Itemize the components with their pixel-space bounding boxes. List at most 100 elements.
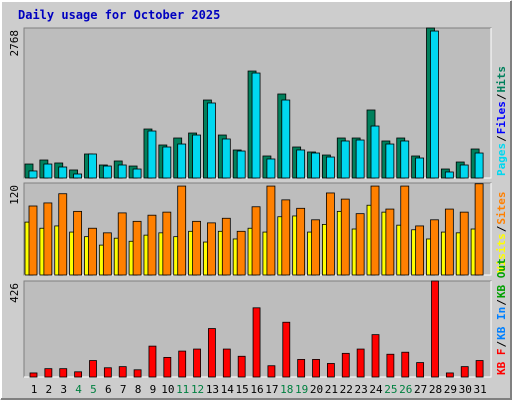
bar bbox=[297, 359, 306, 378]
bar bbox=[177, 185, 187, 276]
bar bbox=[162, 146, 172, 179]
legend-entry: Hits bbox=[495, 66, 508, 93]
bar bbox=[356, 348, 365, 378]
legend-separator: / bbox=[495, 225, 508, 232]
x-tick-label: 10 bbox=[161, 383, 174, 396]
bar bbox=[43, 163, 53, 179]
bar bbox=[281, 199, 291, 276]
x-tick-label: 3 bbox=[60, 383, 67, 396]
bar bbox=[400, 140, 410, 179]
legend-entry: Sites bbox=[495, 192, 508, 225]
x-tick-label: 28 bbox=[429, 383, 442, 396]
bar bbox=[267, 365, 276, 378]
bar bbox=[103, 367, 112, 378]
x-tick-label: 25 bbox=[384, 383, 397, 396]
legend-entry: Visits bbox=[495, 233, 508, 273]
bar bbox=[132, 220, 142, 276]
x-tick-label: 2 bbox=[46, 383, 53, 396]
x-tick-label: 8 bbox=[135, 383, 142, 396]
bar bbox=[59, 368, 68, 378]
bar bbox=[178, 350, 187, 378]
bar bbox=[371, 334, 380, 378]
x-tick-label: 6 bbox=[105, 383, 112, 396]
x-tick-label: 21 bbox=[325, 383, 338, 396]
bar bbox=[325, 156, 335, 179]
bar bbox=[118, 366, 127, 378]
bar bbox=[207, 222, 216, 276]
legend-entry: Files bbox=[495, 101, 508, 134]
bar bbox=[251, 72, 261, 179]
legend-separator: / bbox=[495, 135, 508, 142]
bar bbox=[192, 220, 201, 276]
bar bbox=[266, 158, 276, 179]
bar bbox=[74, 371, 83, 378]
bar bbox=[340, 198, 350, 276]
bar bbox=[355, 139, 365, 179]
bar bbox=[340, 140, 350, 179]
x-tick-label: 5 bbox=[90, 383, 97, 396]
bar bbox=[355, 213, 365, 276]
bar bbox=[325, 192, 335, 276]
bar bbox=[386, 353, 395, 378]
bar bbox=[147, 214, 157, 276]
x-tick-label: 22 bbox=[340, 383, 353, 396]
x-tick-label: 14 bbox=[221, 383, 235, 396]
x-tick-label: 23 bbox=[355, 383, 368, 396]
x-tick-label: 18 bbox=[280, 383, 293, 396]
bar bbox=[132, 168, 142, 179]
bar bbox=[43, 202, 53, 276]
bar bbox=[73, 173, 83, 179]
chart-title: Daily usage for October 2025 bbox=[18, 8, 220, 22]
bar bbox=[102, 232, 112, 276]
bar bbox=[282, 321, 291, 378]
bar bbox=[252, 307, 261, 378]
bar bbox=[237, 355, 246, 378]
bar bbox=[177, 143, 187, 179]
bar bbox=[460, 366, 469, 378]
bar bbox=[208, 328, 216, 378]
bar bbox=[415, 225, 425, 276]
bar bbox=[236, 230, 246, 276]
bar bbox=[236, 150, 246, 179]
bar bbox=[117, 212, 127, 276]
bar bbox=[444, 208, 454, 276]
bar bbox=[341, 352, 350, 378]
bar bbox=[431, 280, 439, 378]
bar bbox=[117, 164, 127, 179]
x-tick-label: 24 bbox=[369, 383, 383, 396]
bar bbox=[266, 185, 276, 276]
bar bbox=[193, 348, 201, 378]
bar bbox=[459, 164, 469, 179]
bar bbox=[444, 171, 454, 179]
legend-entry: Pages bbox=[495, 143, 508, 176]
bar bbox=[162, 211, 172, 276]
bar bbox=[416, 362, 425, 378]
bar bbox=[296, 149, 306, 179]
bar bbox=[415, 157, 425, 179]
bar bbox=[221, 138, 231, 179]
legend-entry: KB In bbox=[495, 307, 508, 340]
y-tick-label: 426 bbox=[8, 283, 21, 303]
bar bbox=[326, 363, 335, 378]
x-tick-label: 29 bbox=[444, 383, 457, 396]
bar bbox=[88, 227, 97, 276]
x-tick-label: 19 bbox=[295, 383, 308, 396]
x-tick-label: 9 bbox=[150, 383, 157, 396]
x-tick-label: 4 bbox=[75, 383, 82, 396]
x-tick-label: 30 bbox=[459, 383, 472, 396]
bar bbox=[28, 205, 38, 276]
bar bbox=[28, 170, 38, 179]
bar bbox=[163, 356, 172, 378]
bar bbox=[251, 206, 261, 276]
x-tick-label: 16 bbox=[250, 383, 263, 396]
bar bbox=[73, 210, 83, 276]
bar bbox=[148, 345, 157, 378]
x-tick-label: 12 bbox=[191, 383, 204, 396]
bar bbox=[207, 102, 216, 179]
bar bbox=[58, 166, 68, 179]
legend-separator: / bbox=[495, 93, 508, 100]
x-tick-label: 15 bbox=[236, 383, 249, 396]
bar bbox=[430, 30, 439, 179]
x-tick-label: 7 bbox=[120, 383, 127, 396]
